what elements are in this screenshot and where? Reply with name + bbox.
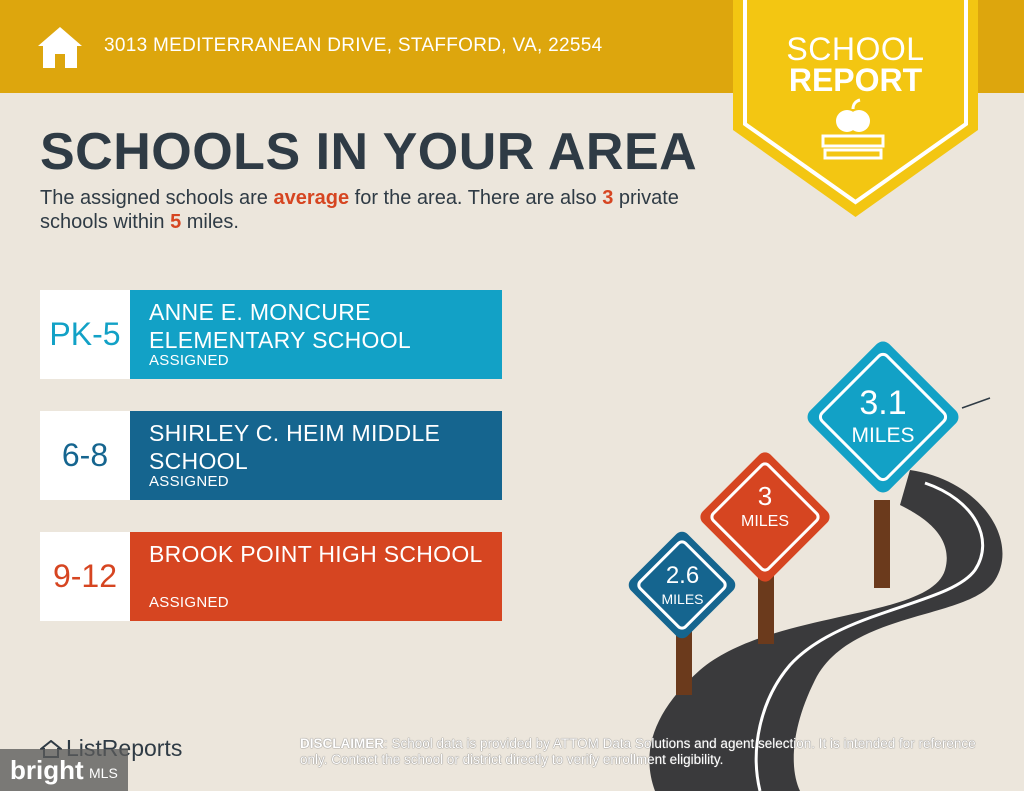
school-row-middle: 6-8 SHIRLEY C. HEIM MIDDLE SCHOOL ASSIGN…: [40, 411, 502, 500]
bright-mls-watermark: bright MLS: [0, 749, 128, 791]
school-row-elementary: PK-5 ANNE E. MONCURE ELEMENTARY SCHOOL A…: [40, 290, 502, 379]
private-count-highlight: 3: [602, 187, 614, 209]
house-icon: [38, 27, 82, 68]
sign-post: [758, 570, 774, 644]
sign-distance: 2.6: [665, 562, 700, 589]
disclaimer-label: DISCLAIMER: [300, 736, 384, 751]
badge-title-line2: REPORT: [788, 62, 923, 98]
property-address: 3013 MEDITERRANEAN DRIVE, STAFFORD, VA, …: [104, 35, 603, 56]
disclaimer-text: : School data is provided by ATTOM Data …: [300, 736, 976, 767]
sign-unit: MILES: [851, 424, 915, 447]
sign-unit: MILES: [740, 513, 789, 530]
badge-title-line1: SCHOOL: [786, 31, 925, 67]
school-status: ASSIGNED: [149, 594, 229, 611]
school-name: SHIRLEY C. HEIM MIDDLE SCHOOL: [149, 420, 441, 474]
school-row-high: 9-12 BROOK POINT HIGH SCHOOL ASSIGNED: [40, 532, 502, 621]
school-status: ASSIGNED: [149, 352, 229, 369]
grade-range: PK-5: [40, 290, 130, 379]
grade-range: 6-8: [40, 411, 130, 500]
watermark-suffix: MLS: [89, 765, 118, 781]
sign-distance: 3.1: [859, 384, 907, 422]
radius-highlight: 5: [170, 211, 182, 233]
apple-books-icon: [821, 98, 885, 160]
distance-sign-small: [628, 531, 736, 639]
disclaimer: DISCLAIMER: School data is provided by A…: [300, 736, 980, 768]
distance-sign-large: [807, 341, 959, 493]
sign-post: [874, 500, 890, 588]
grade-range: 9-12: [40, 532, 130, 621]
school-report-badge: [733, 0, 978, 217]
page-title: SCHOOLS IN YOUR AREA: [40, 123, 698, 181]
sign-post: [676, 630, 692, 695]
distance-sign-medium: [700, 452, 830, 582]
sign-distance: 3: [757, 481, 773, 511]
school-name: BROOK POINT HIGH SCHOOL: [149, 541, 483, 567]
school-name: ANNE E. MONCURE ELEMENTARY SCHOOL: [149, 299, 412, 353]
rating-highlight: average: [273, 187, 350, 209]
page-subtitle: The assigned schools are average for the…: [40, 187, 679, 233]
sign-unit: MILES: [661, 591, 704, 607]
road-illustration: [628, 341, 1003, 791]
school-status: ASSIGNED: [149, 473, 229, 490]
watermark-text: bright: [10, 755, 84, 785]
